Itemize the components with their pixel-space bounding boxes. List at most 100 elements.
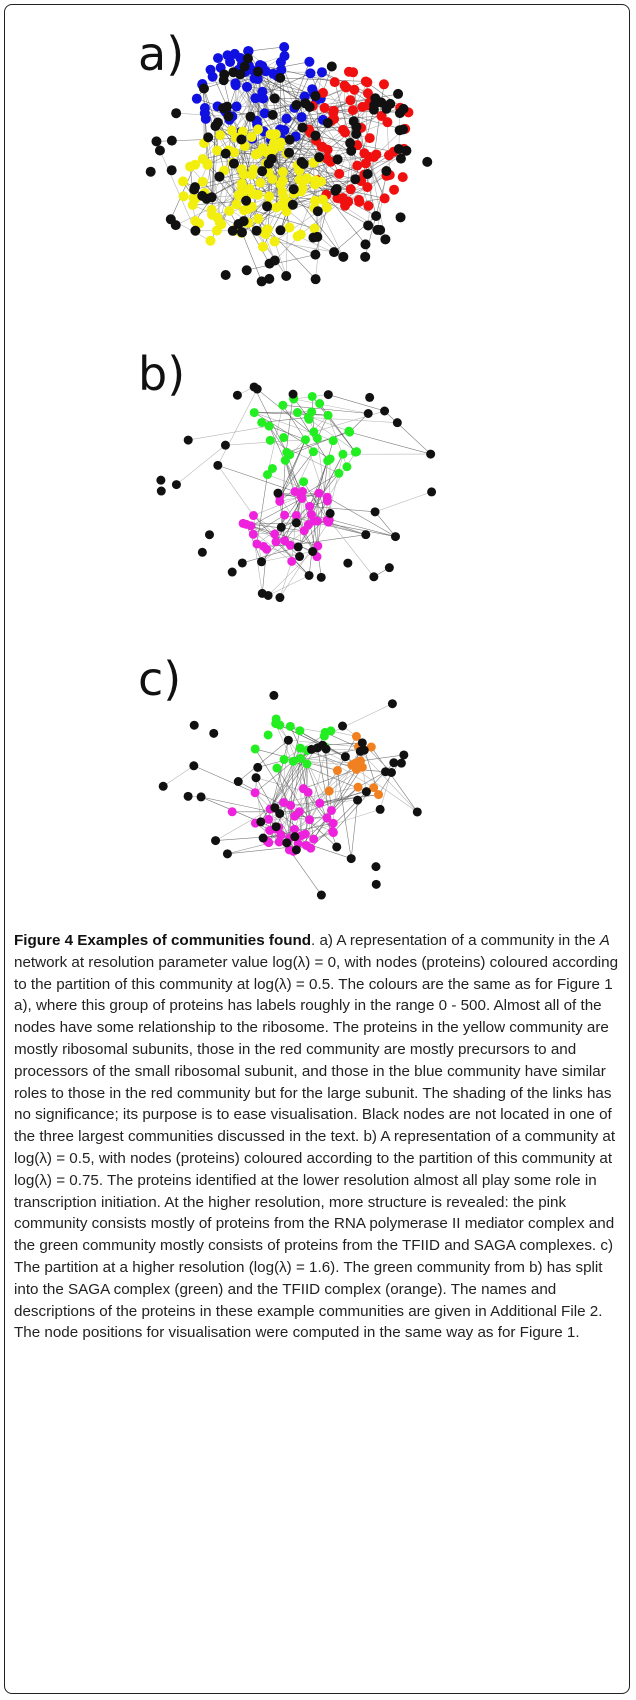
network-node <box>305 68 316 79</box>
panel-label: a) <box>138 27 184 81</box>
network-node <box>360 251 371 262</box>
network-edge <box>290 794 379 806</box>
network-edge <box>319 791 367 804</box>
network-edge <box>245 222 270 264</box>
network-edge <box>193 765 256 793</box>
network-node <box>249 408 259 418</box>
network-node <box>379 193 390 204</box>
network-node <box>397 124 408 135</box>
network-node <box>271 822 281 832</box>
network-node <box>301 173 312 184</box>
network-node <box>378 79 389 90</box>
network-node <box>361 530 371 540</box>
network-node <box>213 460 223 470</box>
network-node <box>279 433 289 443</box>
network-edge <box>311 749 374 788</box>
network-node <box>307 391 317 401</box>
network-node <box>338 124 349 135</box>
network-edge <box>276 767 310 820</box>
network-node <box>284 147 295 158</box>
network-edge <box>250 498 303 527</box>
network-node <box>291 510 301 520</box>
network-node <box>365 392 375 402</box>
network-node <box>348 116 359 127</box>
network-node <box>279 754 289 764</box>
network-node <box>223 111 234 122</box>
network-node <box>363 409 373 419</box>
network-node <box>239 61 250 72</box>
network-node <box>323 390 333 400</box>
network-node <box>366 742 376 752</box>
network-node <box>397 172 408 183</box>
network-node <box>243 46 254 57</box>
network-node <box>279 41 290 52</box>
network-node <box>197 547 207 557</box>
network-node <box>158 781 168 791</box>
network-node <box>317 194 328 205</box>
network-node <box>310 130 321 141</box>
network-edge <box>282 161 331 181</box>
network-node <box>332 842 342 852</box>
network-edge <box>256 474 268 545</box>
network-node <box>156 486 166 496</box>
network-node <box>298 784 308 794</box>
network-edge <box>219 163 235 223</box>
network-node <box>322 813 332 823</box>
network-node <box>305 501 315 511</box>
network-node <box>343 196 354 207</box>
network-node <box>211 836 221 846</box>
network-edge <box>314 197 338 229</box>
network-node <box>292 231 303 242</box>
network-node <box>347 105 358 116</box>
network-node <box>271 537 281 547</box>
network-edge <box>324 93 399 109</box>
network-node <box>228 158 239 169</box>
network-node <box>178 191 189 202</box>
network-node <box>314 152 325 163</box>
network-node <box>264 814 274 824</box>
network-edge <box>373 84 385 158</box>
network-node <box>341 82 352 93</box>
network-node <box>250 93 261 104</box>
network-node <box>308 546 318 556</box>
network-node <box>338 251 349 262</box>
network-edge <box>256 170 300 231</box>
network-node <box>297 122 308 133</box>
network-node <box>166 135 177 146</box>
network-node <box>346 145 357 156</box>
network-node <box>299 477 309 487</box>
network-node <box>357 101 368 112</box>
network-node <box>183 435 193 445</box>
network-node <box>304 102 315 113</box>
network-node <box>222 101 233 112</box>
network-edge <box>313 162 337 190</box>
network-node <box>292 408 302 418</box>
network-node <box>381 166 392 177</box>
network-node <box>257 166 268 177</box>
network-node <box>222 849 232 859</box>
network-edge <box>241 232 262 282</box>
network-node <box>264 191 275 202</box>
network-node <box>323 410 333 420</box>
network-node <box>178 176 189 187</box>
network-node <box>316 572 326 582</box>
network-edge <box>308 493 320 576</box>
network-node <box>236 134 247 145</box>
network-node <box>322 515 332 525</box>
network-edge <box>322 742 363 746</box>
network-node <box>166 165 177 176</box>
network-node <box>308 232 319 243</box>
network-node <box>353 782 363 792</box>
network-node <box>304 56 315 67</box>
network-edge <box>261 551 313 563</box>
network-node <box>227 125 238 136</box>
network-node <box>262 470 272 480</box>
network-node <box>364 133 375 144</box>
network-edge <box>337 770 352 859</box>
network-node <box>312 206 323 217</box>
network-edge <box>283 786 359 803</box>
network-node <box>318 87 329 98</box>
network-node <box>253 148 264 159</box>
network-node <box>256 817 266 827</box>
network-edge <box>217 150 230 218</box>
